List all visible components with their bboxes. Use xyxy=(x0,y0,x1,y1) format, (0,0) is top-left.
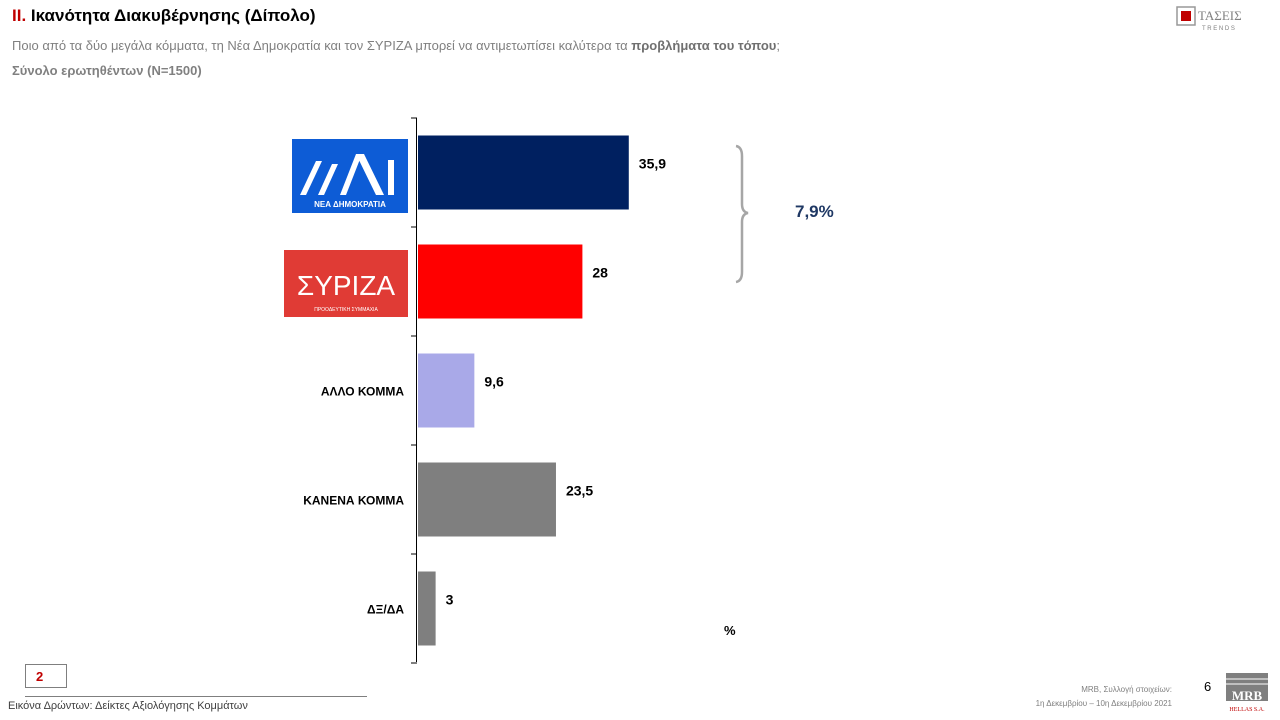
taseis-logo-square xyxy=(1181,11,1191,21)
survey-question: Ποιο από τα δύο μεγάλα κόμματα, τη Νέα Δ… xyxy=(12,38,780,53)
axis-ticks xyxy=(411,117,417,664)
value-label-3: 23,5 xyxy=(566,483,593,499)
category-label-2: ΑΛΛΟ ΚΟΜΜΑ xyxy=(321,385,404,399)
title-text: Ικανότητα Διακυβέρνησης (Δίπολο) xyxy=(26,6,316,25)
sample-size: Σύνολο ερωτηθέντων (N=1500) xyxy=(12,63,202,78)
mrb-logo: MRB HELLAS S.A. xyxy=(1226,673,1268,713)
taseis-logo-frame xyxy=(1176,6,1196,26)
nd-logo-stroke-2 xyxy=(318,164,338,195)
mrb-logo-block xyxy=(1226,673,1268,701)
nd-logo: ΝΕΑ ΔΗΜΟΚΡΑΤΙΑ xyxy=(292,139,408,213)
value-label-2: 9,6 xyxy=(484,374,504,390)
difference-bracket xyxy=(735,144,749,284)
bars-group xyxy=(418,135,629,646)
footer-divider xyxy=(25,696,367,697)
page-box: 2 xyxy=(25,664,67,688)
value-labels: 35,9 28 9,6 23,5 3 xyxy=(446,156,667,608)
question-bold: προβλήματα του τόπου xyxy=(631,38,777,53)
footer-caption: Εικόνα Δρώντων: Δείκτες Αξιολόγησης Κομμ… xyxy=(8,700,248,712)
nd-logo-stroke-1 xyxy=(300,161,322,195)
question-main: Ποιο από τα δύο μεγάλα κόμματα, τη Νέα Δ… xyxy=(12,38,632,53)
bar-0 xyxy=(418,135,629,210)
unit-label: % xyxy=(724,623,736,638)
nd-logo-stroke-4 xyxy=(356,154,384,195)
category-label-3: ΚΑΝΕΝΑ ΚΟΜΜΑ xyxy=(303,494,404,508)
source-line-2: 1η Δεκεμβρίου – 10η Δεκεμβρίου 2021 xyxy=(1035,699,1172,708)
syriza-logo: ΣΥΡΙΖΑ ΠΡΟΟΔΕΥΤΙΚΗ ΣΥΜΜΑΧΙΑ xyxy=(284,250,408,317)
difference-label: 7,9% xyxy=(795,202,834,221)
value-label-1: 28 xyxy=(592,265,608,281)
bar-3 xyxy=(418,462,556,537)
nd-logo-stroke-3 xyxy=(340,154,362,195)
bar-2 xyxy=(418,353,475,428)
source-line-1: MRB, Συλλογή στοιχείων: xyxy=(1081,685,1172,694)
mrb-logo-text: MRB xyxy=(1232,688,1263,703)
syriza-logo-text: ΣΥΡΙΖΑ xyxy=(297,270,396,301)
syriza-logo-background xyxy=(284,250,408,317)
question-end: ; xyxy=(776,38,780,53)
taseis-logo-sub: T R E N D S xyxy=(1202,26,1235,32)
nd-logo-stroke-5 xyxy=(388,160,394,195)
bar-4 xyxy=(418,571,436,646)
category-labels: ΑΛΛΟ ΚΟΜΜΑ ΚΑΝΕΝΑ ΚΟΜΜΑ ΔΞ/ΔΑ xyxy=(303,385,404,617)
mrb-logo-sub: HELLAS S.A. xyxy=(1229,707,1265,713)
value-label-4: 3 xyxy=(446,592,454,608)
category-label-4: ΔΞ/ΔΑ xyxy=(367,603,404,617)
taseis-logo-text: ΤΑΣΕΙΣ xyxy=(1198,8,1242,23)
section-number: II. xyxy=(12,6,27,25)
value-label-0: 35,9 xyxy=(639,156,666,172)
taseis-logo: ΤΑΣΕΙΣ T R E N D S xyxy=(1176,6,1242,32)
bar-1 xyxy=(418,244,583,319)
syriza-logo-sub: ΠΡΟΟΔΕΥΤΙΚΗ ΣΥΜΜΑΧΙΑ xyxy=(314,307,378,313)
page-title: II. Ικανότητα Διακυβέρνησης (Δίπολο) xyxy=(12,6,316,26)
page-number: 6 xyxy=(1204,679,1212,694)
nd-logo-text: ΝΕΑ ΔΗΜΟΚΡΑΤΙΑ xyxy=(314,200,386,209)
